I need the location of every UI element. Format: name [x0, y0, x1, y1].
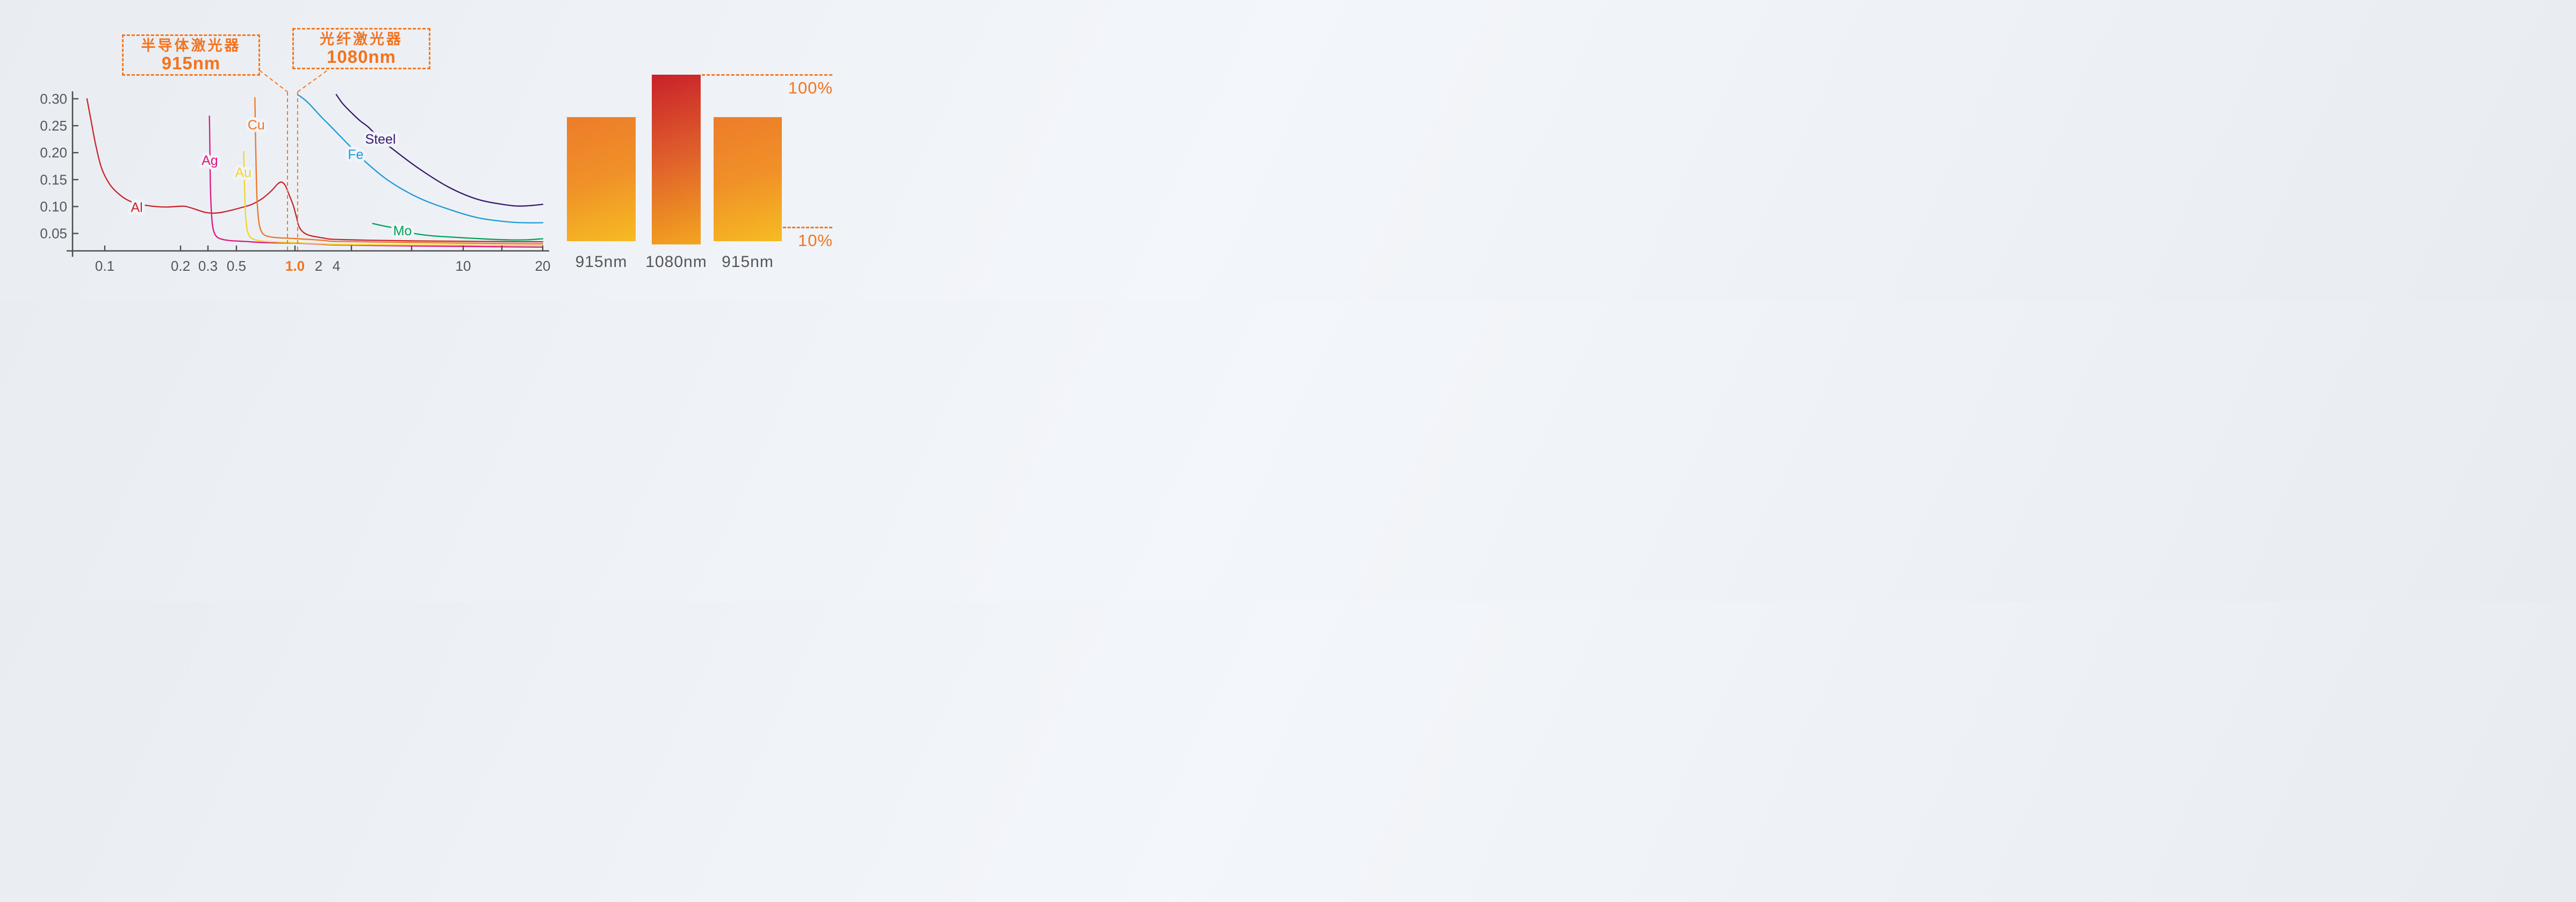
curve-ag	[208, 115, 544, 248]
x-tick-label-2: 2	[315, 258, 322, 274]
x-tick-label-0.2: 0.2	[171, 258, 190, 274]
x-tick-label-1.0: 1.0	[285, 258, 305, 274]
callout-fiber-laser: 光纤激光器 1080nm	[292, 28, 430, 69]
y-tick-label-0.25: 0.25	[40, 118, 67, 134]
curve-label-au: Au	[235, 165, 251, 180]
callout-laser-type-label: 半导体激光器	[141, 37, 241, 54]
axis-ticks: 0.05 0.10 0.15 0.20 0.25 0.30 0.1 0.2 0.3 0.5 1.0 2…	[40, 91, 550, 274]
curve-mo	[372, 222, 544, 241]
x-tick-label-20: 20	[535, 258, 551, 274]
callout-wavelength-label: 915nm	[161, 53, 221, 73]
callout-wavelength-label: 1080nm	[327, 46, 396, 67]
bar-label-1080nm-1: 1080nm	[645, 253, 707, 271]
callout-laser-type-label: 光纤激光器	[320, 31, 403, 47]
curve-label-cu: Cu	[248, 118, 265, 133]
bar-label-915nm-2: 915nm	[722, 253, 774, 271]
bar-1080nm-1	[652, 75, 701, 244]
curve-label-al: Al	[131, 200, 142, 215]
leader-semiconductor	[259, 70, 288, 92]
y-tick-label-0.30: 0.30	[40, 91, 67, 107]
wavelength-marker-lines	[287, 92, 298, 252]
y-tick-label-0.15: 0.15	[40, 171, 67, 187]
callout-semiconductor-laser: 半导体激光器 915nm	[122, 34, 260, 76]
x-tick-label-0.1: 0.1	[95, 258, 114, 274]
laser-absorption-infographic: 0.05 0.10 0.15 0.20 0.25 0.30 0.1 0.2 0.3 0.5 1.0 2…	[0, 0, 859, 301]
x-tick-label-0.5: 0.5	[227, 258, 246, 274]
curve-au	[243, 151, 544, 247]
metal-absorption-curves	[86, 93, 544, 248]
bar-label-915nm-0: 915nm	[575, 253, 628, 271]
x-tick-label-4: 4	[333, 258, 340, 274]
curve-fe	[297, 93, 544, 223]
y-tick-label-0.20: 0.20	[40, 145, 67, 161]
x-tick-label-10: 10	[456, 258, 471, 274]
curve-cu	[254, 97, 544, 244]
axes	[67, 91, 549, 257]
ref-line-10	[783, 227, 832, 229]
curve-label-steel: Steel	[365, 132, 396, 147]
callout-leader-lines	[259, 69, 329, 92]
ref-label-100: 100%	[788, 78, 833, 97]
x-tick-label-0.3: 0.3	[198, 258, 218, 274]
curve-steel	[335, 93, 544, 207]
curve-label-mo: Mo	[393, 223, 412, 239]
bar-915nm-0	[567, 117, 636, 241]
bar-915nm-2	[714, 117, 782, 241]
ref-label-10: 10%	[797, 231, 833, 250]
curve-label-ag: Ag	[202, 153, 218, 168]
curve-label-fe: Fe	[348, 147, 363, 162]
curve-al	[86, 98, 544, 243]
y-tick-label-0.10: 0.10	[40, 198, 67, 214]
relative-absorption-bar-chart: 915nm 1080nm 915nm 100% 10%	[0, 0, 859, 301]
ref-line-100	[702, 74, 832, 76]
absorption-vs-wavelength-chart: 0.05 0.10 0.15 0.20 0.25 0.30 0.1 0.2 0.3 0.5 1.0 2…	[40, 69, 550, 274]
y-tick-label-0.05: 0.05	[40, 226, 67, 242]
